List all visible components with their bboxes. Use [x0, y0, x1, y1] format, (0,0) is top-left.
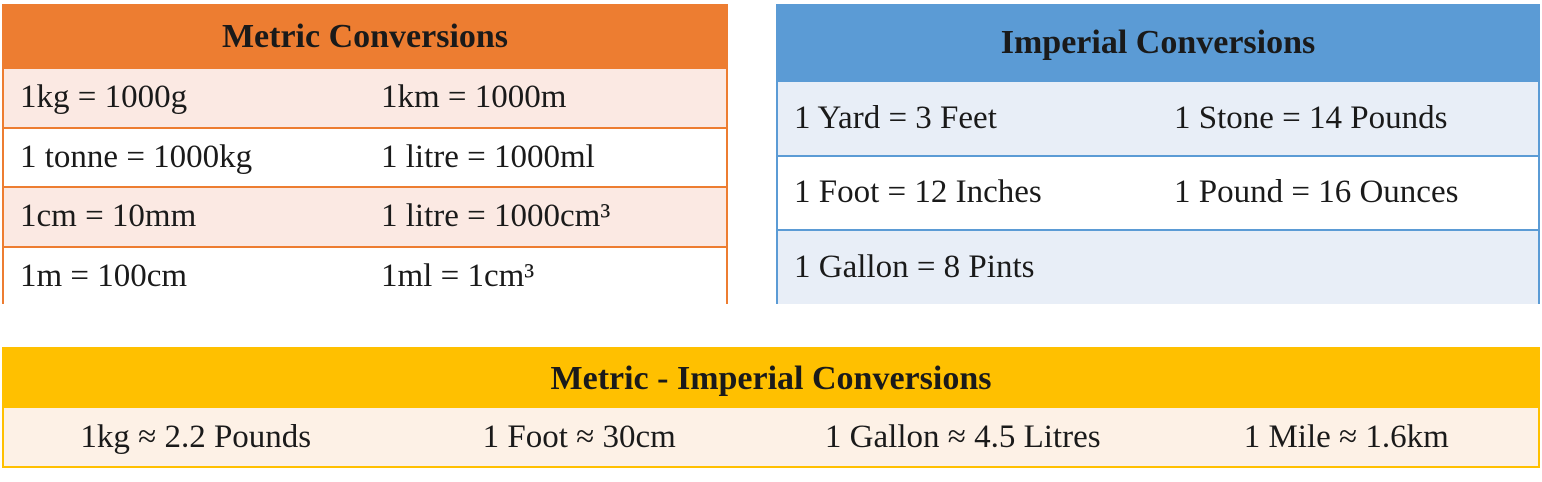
table-row: 1kg = 1000g 1km = 1000m	[4, 67, 726, 127]
table-title: Imperial Conversions	[778, 6, 1538, 80]
table-row: 1 tonne = 1000kg 1 litre = 1000ml	[4, 126, 726, 186]
table-cell: 1kg = 1000g	[20, 79, 188, 116]
table-cell: 1km = 1000m	[381, 79, 567, 116]
table-cell: 1 litre = 1000ml	[381, 138, 595, 175]
metric-imperial-table: Metric - Imperial Conversions 1kg ≈ 2.2 …	[2, 347, 1540, 468]
table-cell: 1 Pound = 16 Ounces	[1174, 174, 1459, 211]
table-cell: 1 Gallon = 8 Pints	[794, 248, 1035, 285]
table-row: 1cm = 10mm 1 litre = 1000cm³	[4, 186, 726, 246]
table-cell: 1kg ≈ 2.2 Pounds	[80, 418, 312, 455]
table-cell: 1 Mile ≈ 1.6km	[1243, 418, 1449, 455]
table-cell: 1m = 100cm	[20, 257, 188, 294]
table-cell: 1 tonne = 1000kg	[20, 138, 253, 175]
imperial-table: Imperial Conversions 1 Yard = 3 Feet 1 St…	[776, 4, 1540, 304]
table-cell: 1cm = 10mm	[20, 198, 197, 235]
metric-table: Metric Conversions 1kg = 1000g 1km = 1000…	[2, 4, 728, 305]
table-cell: 1 Yard = 3 Feet	[794, 99, 997, 136]
table-cell: 1 Foot = 12 Inches	[794, 174, 1042, 211]
table-cell: 1 Stone = 14 Pounds	[1174, 99, 1448, 136]
table-row: 1kg ≈ 2.2 Pounds 1 Foot ≈ 30cm 1 Gallon ≈ …	[4, 408, 1538, 466]
table-cell: 1 litre = 1000cm³	[381, 198, 611, 235]
table-title: Metric - Imperial Conversions	[4, 349, 1538, 408]
table-row: 1 Yard = 3 Feet 1 Stone = 14 Pounds	[778, 80, 1538, 155]
table-cell: 1 Gallon ≈ 4.5 Litres	[824, 418, 1101, 455]
table-cell: 1 Foot ≈ 30cm	[482, 418, 676, 455]
table-cell: 1ml = 1cm³	[381, 257, 535, 294]
table-row: 1m = 100cm 1ml = 1cm³	[4, 245, 726, 305]
table-row: 1 Gallon = 8 Pints	[778, 229, 1538, 304]
table-title: Metric Conversions	[4, 6, 726, 67]
table-row: 1 Foot = 12 Inches 1 Pound = 16 Ounces	[778, 154, 1538, 229]
